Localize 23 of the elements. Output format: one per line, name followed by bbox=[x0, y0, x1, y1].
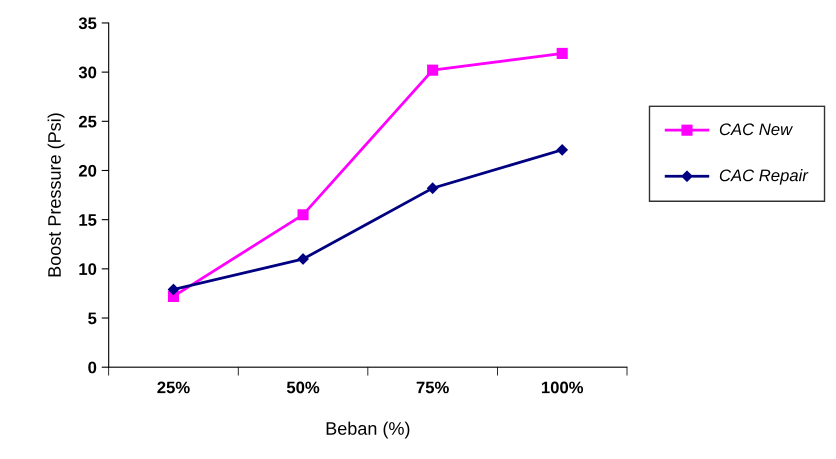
y-tick-label: 10 bbox=[79, 263, 96, 276]
y-axis-title: Boost Pressure (Psi) bbox=[48, 113, 64, 276]
point bbox=[556, 144, 568, 156]
y-tick-label: 25 bbox=[78, 116, 96, 128]
y-tick-label: 20 bbox=[78, 164, 96, 177]
y-tick-label: 30 bbox=[78, 66, 96, 78]
x-tick-label: 50% bbox=[286, 382, 320, 394]
point bbox=[297, 253, 309, 265]
x-tick-label: 25% bbox=[157, 382, 190, 394]
y-tick-label: 35 bbox=[78, 17, 96, 30]
legend-label: CAC New bbox=[720, 123, 793, 136]
point bbox=[556, 48, 568, 59]
point bbox=[427, 64, 438, 76]
y-tick-label: 15 bbox=[79, 214, 96, 226]
legend-label: CAC Repair bbox=[720, 169, 808, 185]
x-tick-label: 75% bbox=[416, 382, 449, 394]
point bbox=[168, 284, 180, 296]
point bbox=[427, 182, 438, 194]
x-axis-title: Beban (%) bbox=[326, 422, 410, 438]
y-tick-label: 0 bbox=[88, 362, 96, 374]
y-tick-label: 5 bbox=[88, 312, 96, 324]
point bbox=[297, 209, 309, 220]
x-tick-label: 100% bbox=[542, 382, 584, 394]
